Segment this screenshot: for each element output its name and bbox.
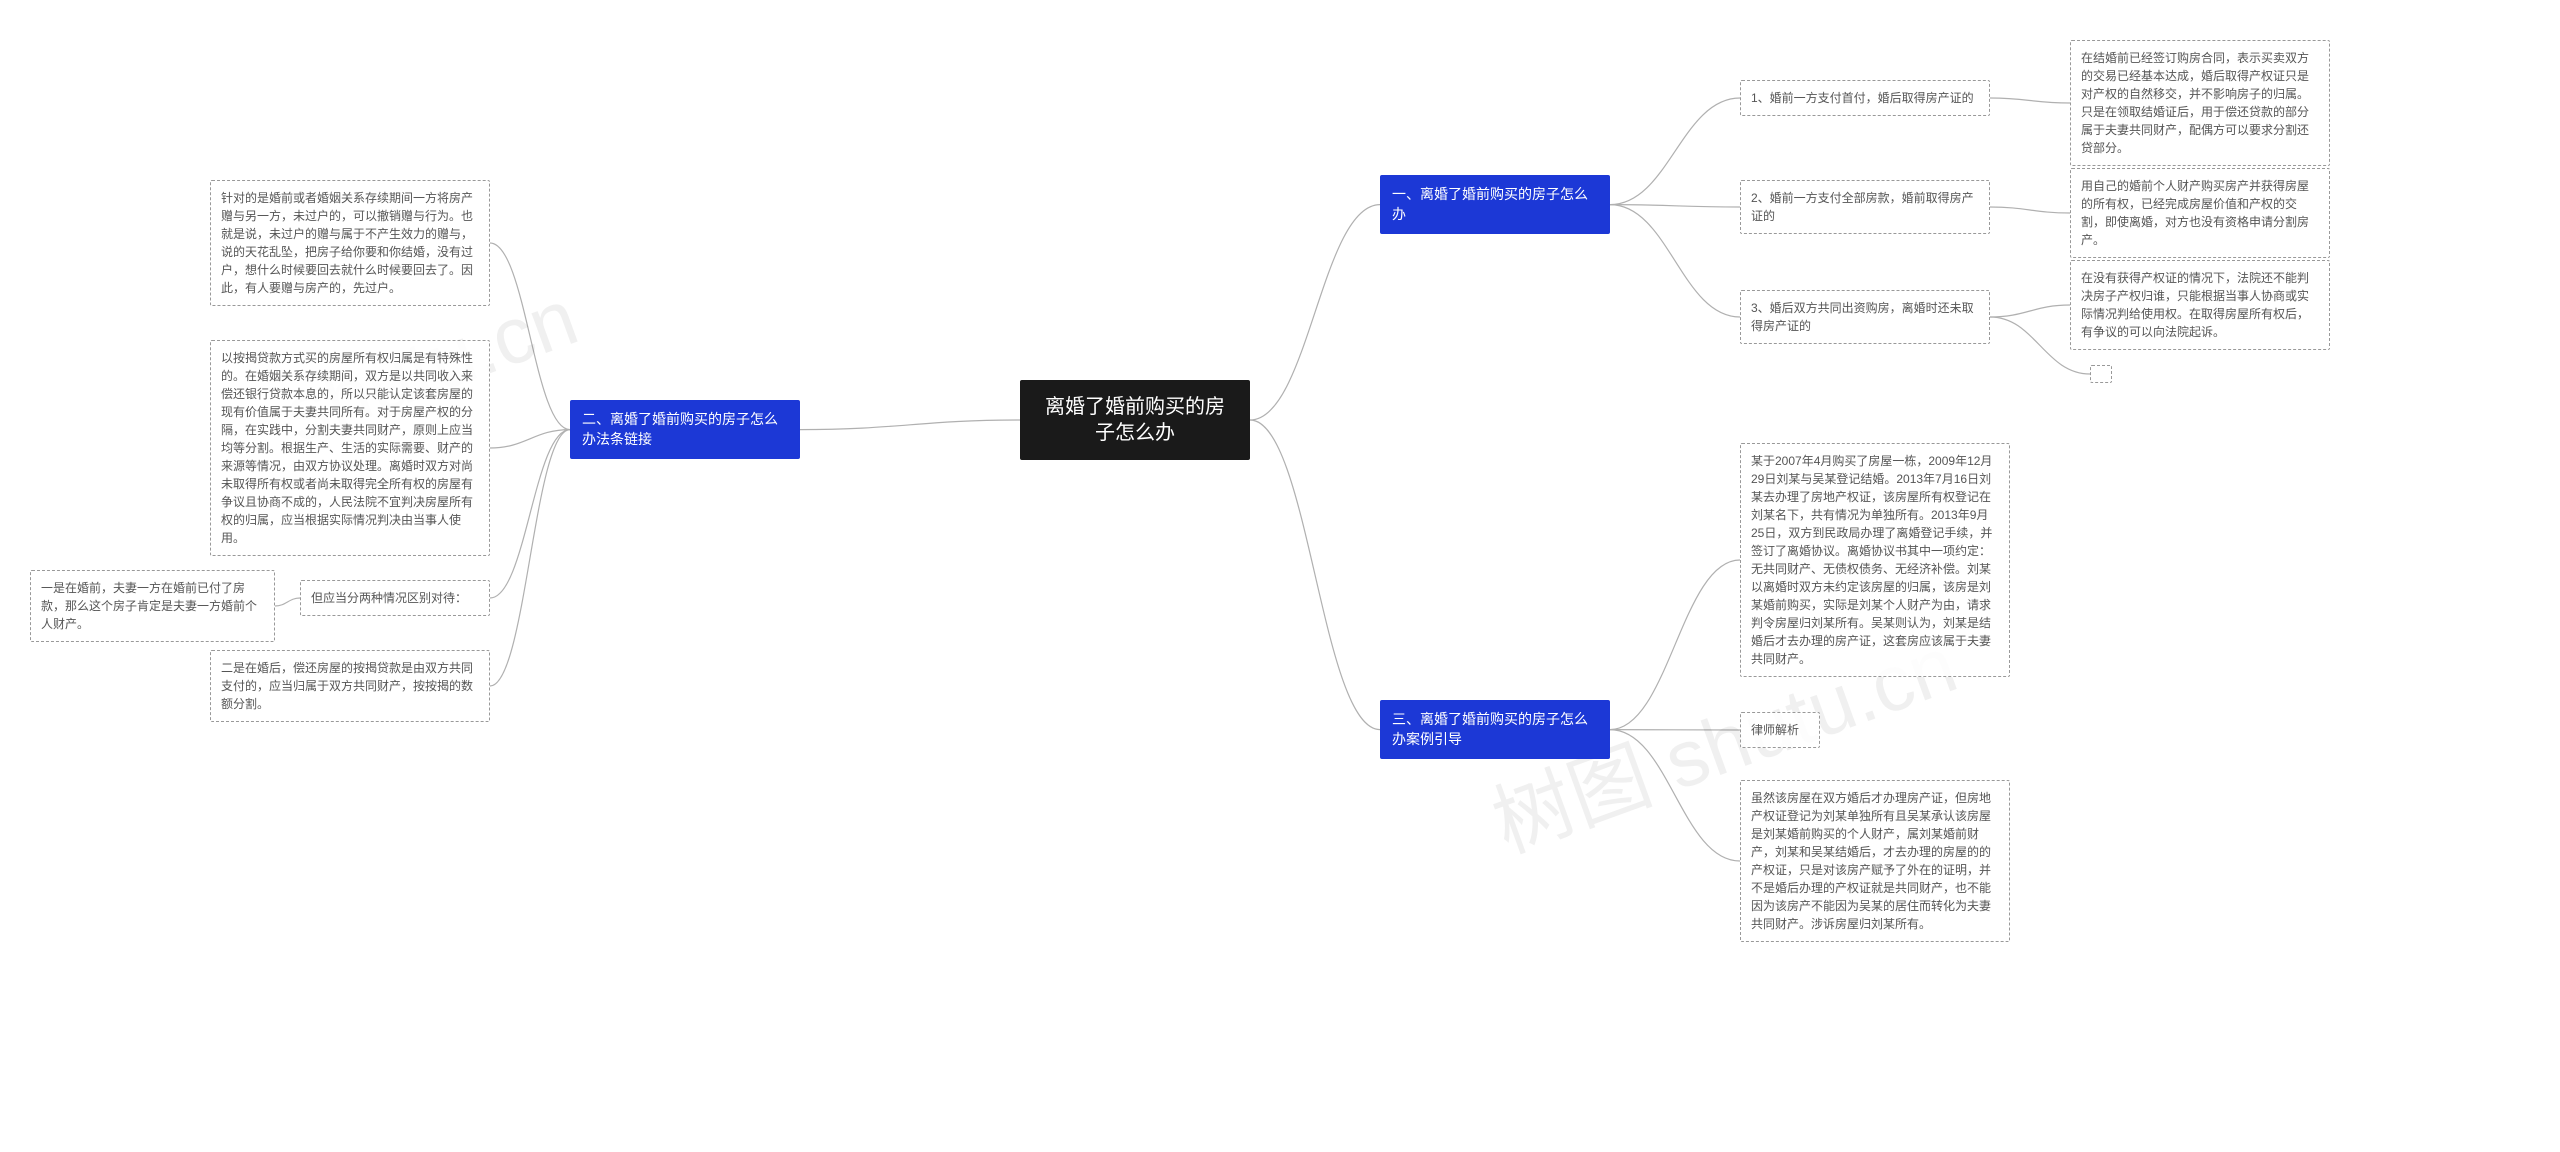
leaf-2b: 以按揭贷款方式买的房屋所有权归属是有特殊性的。在婚姻关系存续期间，双方是以共同收…	[210, 340, 490, 556]
leaf-1c-detail: 在没有获得产权证的情况下，法院还不能判决房子产权归谁，只能根据当事人协商或实际情…	[2070, 260, 2330, 350]
leaf-2c-2: 二是在婚后，偿还房屋的按揭贷款是由双方共同支付的，应当归属于双方共同财产，按按揭…	[210, 650, 490, 722]
leaf-3b: 律师解析	[1740, 712, 1820, 748]
leaf-3a: 某于2007年4月购买了房屋一栋，2009年12月29日刘某与吴某登记结婚。20…	[1740, 443, 2010, 677]
section-2: 二、离婚了婚前购买的房子怎么办法条链接	[570, 400, 800, 459]
leaf-1c: 3、婚后双方共同出资购房，离婚时还未取得房产证的	[1740, 290, 1990, 344]
root-node: 离婚了婚前购买的房子怎么办	[1020, 380, 1250, 460]
leaf-3c: 虽然该房屋在双方婚后才办理房产证，但房地产权证登记为刘某单独所有且吴某承认该房屋…	[1740, 780, 2010, 942]
leaf-1c-empty	[2090, 365, 2112, 383]
section-3: 三、离婚了婚前购买的房子怎么办案例引导	[1380, 700, 1610, 759]
leaf-1b-detail: 用自己的婚前个人财产购买房产并获得房屋的所有权，已经完成房屋价值和产权的交割，即…	[2070, 168, 2330, 258]
leaf-2a: 针对的是婚前或者婚姻关系存续期间一方将房产赠与另一方，未过户的，可以撤销赠与行为…	[210, 180, 490, 306]
leaf-1b: 2、婚前一方支付全部房款，婚前取得房产证的	[1740, 180, 1990, 234]
leaf-2c-1: 一是在婚前，夫妻一方在婚前已付了房款，那么这个房子肯定是夫妻一方婚前个人财产。	[30, 570, 275, 642]
leaf-1a: 1、婚前一方支付首付，婚后取得房产证的	[1740, 80, 1990, 116]
leaf-1a-detail: 在结婚前已经签订购房合同，表示买卖双方的交易已经基本达成，婚后取得产权证只是对产…	[2070, 40, 2330, 166]
section-1: 一、离婚了婚前购买的房子怎么办	[1380, 175, 1610, 234]
leaf-2c: 但应当分两种情况区别对待：	[300, 580, 490, 616]
